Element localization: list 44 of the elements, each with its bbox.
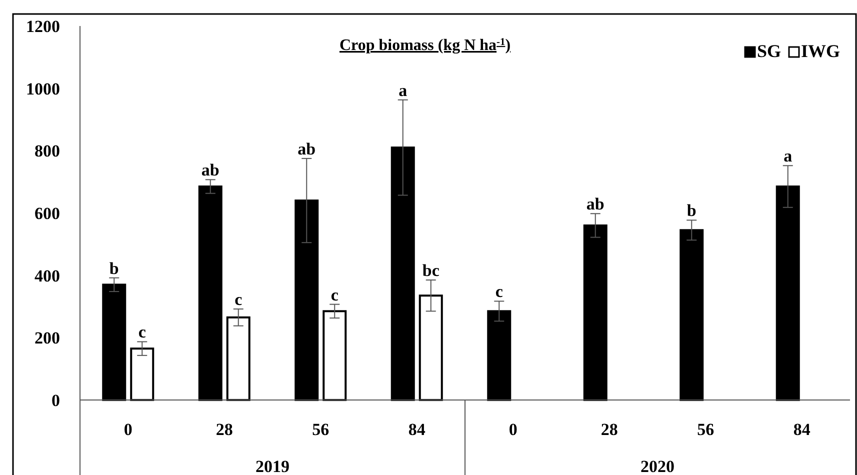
data-label: ab <box>298 139 316 158</box>
data-label: b <box>686 201 696 220</box>
x-tick-label: 84 <box>408 420 426 439</box>
x-tick-label: 56 <box>312 420 330 439</box>
x-tick-label: 0 <box>124 420 132 439</box>
bar <box>776 186 800 401</box>
bar <box>226 316 250 401</box>
data-label: b <box>109 258 119 278</box>
x-tick-label: 84 <box>793 420 811 439</box>
bar <box>294 200 319 401</box>
data-label: a <box>398 80 408 100</box>
y-tick-label: 1000 <box>26 79 60 98</box>
x-tick-label: 0 <box>508 420 518 439</box>
bar <box>198 186 222 401</box>
bar <box>102 284 126 401</box>
y-tick-label: 1200 <box>26 17 60 36</box>
text: Crop biomass (kg N ha$^{-1}$) <box>339 36 511 54</box>
y-tick-label: 0 <box>52 391 60 410</box>
x-tick-label: 28 <box>216 420 233 439</box>
data-label: a <box>784 146 793 166</box>
y-tick-label: 400 <box>34 266 60 286</box>
x-tick-label: 56 <box>697 420 714 439</box>
bar <box>418 294 443 401</box>
bar <box>583 224 608 401</box>
text: 2019 <box>256 457 290 475</box>
data-label: c <box>495 282 504 302</box>
legend-label: IWG <box>801 41 840 61</box>
bar <box>322 310 347 401</box>
x-tick-label: 28 <box>600 420 618 439</box>
y-tick-label: 200 <box>34 328 60 348</box>
bar <box>130 348 154 401</box>
y-tick-label: 600 <box>34 204 60 223</box>
data-label: ab <box>586 194 604 214</box>
bar <box>680 229 704 401</box>
data-label: c <box>138 322 146 342</box>
data-label: c <box>330 285 339 304</box>
text: 2020 <box>640 457 674 475</box>
bar <box>390 146 415 401</box>
y-tick-label: 800 <box>34 142 60 161</box>
bar <box>487 310 512 401</box>
data-label: c <box>234 290 243 309</box>
data-label: ab <box>201 160 220 180</box>
legend-label: SG <box>757 41 782 61</box>
data-label: bc <box>422 261 440 280</box>
